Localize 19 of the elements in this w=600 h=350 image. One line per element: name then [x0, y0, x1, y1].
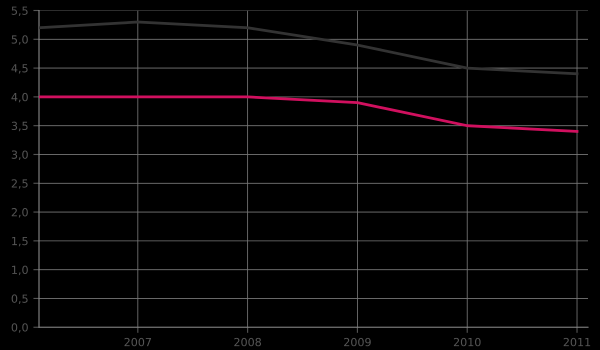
y-tick-label: 2,0 — [12, 208, 28, 218]
x-tick-label: 2011 — [564, 338, 590, 346]
y-tick-label: 5,5 — [12, 6, 28, 16]
x-tick-label: 2010 — [454, 338, 481, 346]
x-tick-label: 2009 — [344, 338, 371, 346]
line-series — [39, 95, 578, 133]
y-tick-label: 1,5 — [12, 236, 28, 246]
x-tick-label: 2008 — [234, 338, 261, 346]
y-tick-label: 3,5 — [12, 122, 28, 132]
y-tick-label: 0,5 — [12, 294, 28, 304]
y-tick-label: 4,0 — [11, 92, 28, 102]
y-tick-label: 5,0 — [12, 35, 28, 45]
y-tick-label: 4,5 — [11, 64, 28, 74]
x-tick-label: 2007 — [124, 338, 152, 346]
y-tick-label: 1,0 — [12, 266, 28, 276]
y-tick-label: 2,5 — [12, 179, 28, 189]
y-tick-label: 0,0 — [12, 323, 28, 333]
line-series — [39, 20, 578, 76]
y-tick-label: 3,0 — [12, 150, 28, 160]
